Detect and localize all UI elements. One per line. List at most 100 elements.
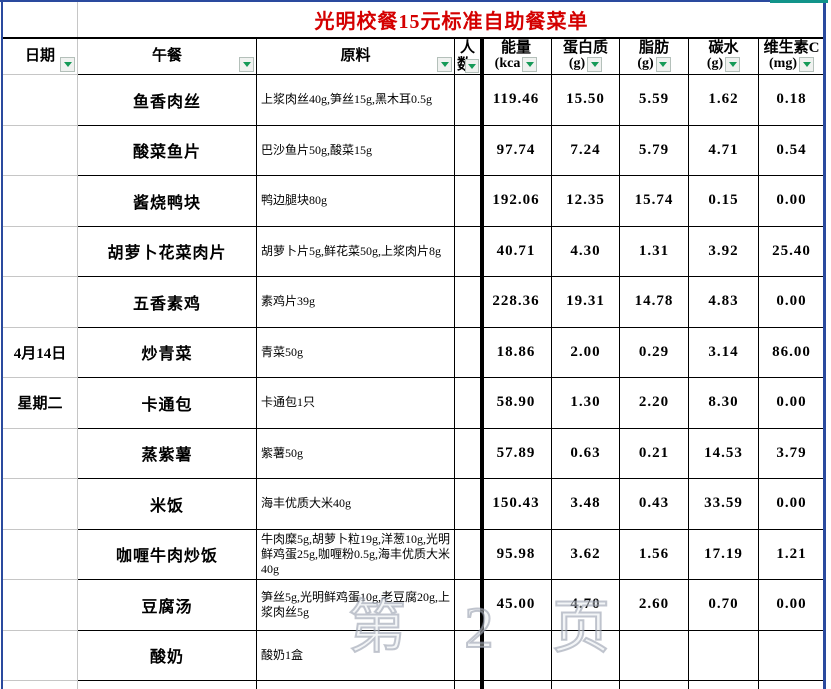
headcount-cell[interactable]	[455, 125, 481, 176]
headcount-cell[interactable]	[455, 580, 481, 631]
date-cell[interactable]	[3, 428, 78, 479]
vitaminc-cell[interactable]: 1.21	[759, 529, 825, 580]
vitaminc-cell[interactable]: 0.00	[759, 479, 825, 530]
header-date[interactable]: 日期	[3, 39, 78, 75]
energy-cell[interactable]: 97.74	[481, 125, 552, 176]
vitaminc-cell[interactable]	[759, 630, 825, 681]
empty-cell[interactable]	[257, 681, 455, 689]
ingredients-cell[interactable]: 上浆肉丝40g,笋丝15g,黑木耳0.5g	[257, 75, 455, 126]
protein-cell[interactable]: 4.30	[552, 226, 620, 277]
fat-cell[interactable]: 2.20	[620, 378, 689, 429]
energy-filter-button[interactable]	[522, 56, 538, 72]
fat-filter-button[interactable]	[655, 56, 671, 72]
carbs-cell[interactable]: 3.92	[689, 226, 759, 277]
carbs-cell[interactable]: 4.83	[689, 277, 759, 328]
fat-cell[interactable]: 0.21	[620, 428, 689, 479]
headcount-cell[interactable]	[455, 630, 481, 681]
energy-cell[interactable]: 119.46	[481, 75, 552, 126]
energy-cell[interactable]: 192.06	[481, 176, 552, 227]
carbs-cell[interactable]: 14.53	[689, 428, 759, 479]
energy-cell[interactable]	[481, 630, 552, 681]
dish-cell[interactable]: 炒青菜	[78, 327, 257, 378]
date-cell[interactable]	[3, 125, 78, 176]
empty-cell[interactable]	[3, 681, 78, 689]
energy-cell[interactable]: 18.86	[481, 327, 552, 378]
vitaminc-cell[interactable]: 0.00	[759, 378, 825, 429]
protein-cell[interactable]: 15.50	[552, 75, 620, 126]
protein-cell[interactable]: 3.62	[552, 529, 620, 580]
header-lunch[interactable]: 午餐	[78, 39, 257, 75]
protein-cell[interactable]: 1.30	[552, 378, 620, 429]
headcount-cell[interactable]	[455, 277, 481, 328]
ingredients-cell[interactable]: 笋丝5g,光明鲜鸡蛋10g,老豆腐20g,上浆肉丝5g	[257, 580, 455, 631]
fat-cell[interactable]: 1.31	[620, 226, 689, 277]
vitaminc-cell[interactable]: 86.00	[759, 327, 825, 378]
empty-cell[interactable]	[455, 681, 481, 689]
dish-cell[interactable]: 米饭	[78, 479, 257, 530]
ingredients-cell[interactable]: 牛肉糜5g,胡萝卜粒19g,洋葱10g,光明鲜鸡蛋25g,咖喱粉0.5g,海丰优…	[257, 529, 455, 580]
vitaminc-cell[interactable]: 0.54	[759, 125, 825, 176]
protein-cell[interactable]: 12.35	[552, 176, 620, 227]
fat-cell[interactable]: 14.78	[620, 277, 689, 328]
fat-cell[interactable]: 5.59	[620, 75, 689, 126]
date-cell[interactable]	[3, 277, 78, 328]
fat-cell[interactable]: 15.74	[620, 176, 689, 227]
ingredients-filter-button[interactable]	[437, 57, 452, 72]
carbs-cell[interactable]	[689, 630, 759, 681]
dish-cell[interactable]: 酸菜鱼片	[78, 125, 257, 176]
vitaminc-cell[interactable]: 0.00	[759, 176, 825, 227]
energy-cell[interactable]: 40.71	[481, 226, 552, 277]
headcount-cell[interactable]	[455, 75, 481, 126]
dish-cell[interactable]: 酸奶	[78, 630, 257, 681]
dish-cell[interactable]: 五香素鸡	[78, 277, 257, 328]
ingredients-cell[interactable]: 酸奶1盒	[257, 630, 455, 681]
sheet-title[interactable]: 光明校餐15元标准自助餐菜单	[314, 11, 589, 33]
empty-cell[interactable]	[78, 681, 257, 689]
vitaminc-cell[interactable]: 3.79	[759, 428, 825, 479]
protein-cell[interactable]: 0.63	[552, 428, 620, 479]
date-cell[interactable]	[3, 176, 78, 227]
carbs-cell[interactable]: 3.14	[689, 327, 759, 378]
ingredients-cell[interactable]: 紫薯50g	[257, 428, 455, 479]
fat-cell[interactable]	[620, 630, 689, 681]
fat-cell[interactable]: 5.79	[620, 125, 689, 176]
protein-cell[interactable]: 2.00	[552, 327, 620, 378]
date-cell[interactable]	[3, 226, 78, 277]
headcount-cell[interactable]	[455, 479, 481, 530]
protein-cell[interactable]: 3.48	[552, 479, 620, 530]
date-cell[interactable]	[3, 529, 78, 580]
dish-cell[interactable]: 咖喱牛肉炒饭	[78, 529, 257, 580]
corner-cell[interactable]	[3, 2, 78, 37]
header-ingredients[interactable]: 原料	[257, 39, 455, 75]
headcount-filter-button[interactable]	[465, 59, 479, 73]
vitaminc-cell[interactable]: 25.40	[759, 226, 825, 277]
protein-cell[interactable]: 19.31	[552, 277, 620, 328]
ingredients-cell[interactable]: 巴沙鱼片50g,酸菜15g	[257, 125, 455, 176]
vitaminc-cell[interactable]: 0.18	[759, 75, 825, 126]
dish-cell[interactable]: 酱烧鸭块	[78, 176, 257, 227]
header-headcount[interactable]: 人 数	[455, 39, 481, 75]
carbs-cell[interactable]: 0.70	[689, 580, 759, 631]
energy-cell[interactable]: 150.43	[481, 479, 552, 530]
empty-cell[interactable]	[759, 681, 825, 689]
header-carbs[interactable]: 碳水 (g)	[689, 39, 759, 75]
energy-cell[interactable]: 95.98	[481, 529, 552, 580]
header-vitaminc[interactable]: 维生素C (mg)	[759, 39, 825, 75]
date-cell[interactable]	[3, 75, 78, 126]
energy-cell[interactable]: 58.90	[481, 378, 552, 429]
protein-cell[interactable]: 7.24	[552, 125, 620, 176]
energy-cell[interactable]: 45.00	[481, 580, 552, 631]
empty-cell[interactable]	[481, 681, 552, 689]
carbs-cell[interactable]: 17.19	[689, 529, 759, 580]
vitaminc-cell[interactable]: 0.00	[759, 277, 825, 328]
headcount-cell[interactable]	[455, 327, 481, 378]
headcount-cell[interactable]	[455, 529, 481, 580]
carbs-filter-button[interactable]	[725, 56, 741, 72]
ingredients-cell[interactable]: 青菜50g	[257, 327, 455, 378]
date-cell[interactable]: 星期二	[3, 378, 78, 429]
ingredients-cell[interactable]: 素鸡片39g	[257, 277, 455, 328]
dish-cell[interactable]: 鱼香肉丝	[78, 75, 257, 126]
header-energy[interactable]: 能量 (kca	[481, 39, 552, 75]
dish-cell[interactable]: 蒸紫薯	[78, 428, 257, 479]
carbs-cell[interactable]: 4.71	[689, 125, 759, 176]
